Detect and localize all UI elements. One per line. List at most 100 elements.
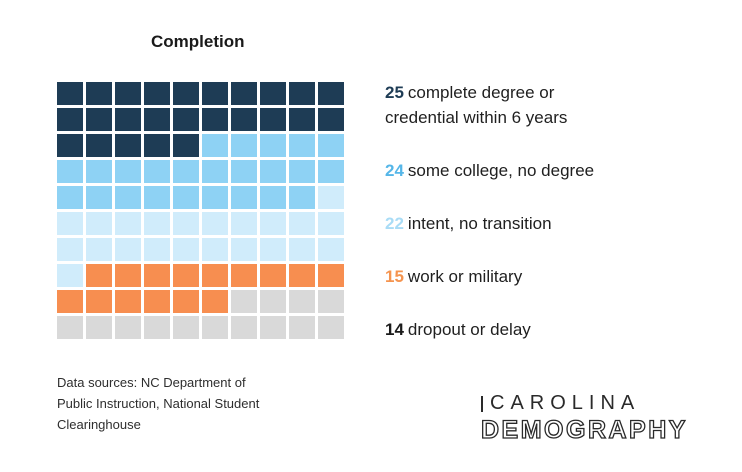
waffle-cell	[57, 290, 83, 313]
waffle-cell	[231, 186, 257, 209]
waffle-cell	[318, 134, 344, 157]
waffle-cell	[318, 212, 344, 235]
waffle-cell	[289, 316, 315, 339]
waffle-cell	[260, 186, 286, 209]
waffle-cell	[231, 264, 257, 287]
waffle-cell	[318, 264, 344, 287]
data-source-note: Data sources: NC Department of Public In…	[57, 372, 259, 435]
legend-value: 15	[385, 267, 404, 286]
carolina-demography-logo: CAROLINA DEMOGRAPHY	[480, 392, 688, 445]
waffle-cell	[115, 212, 141, 235]
waffle-cell	[173, 290, 199, 313]
waffle-cell	[260, 238, 286, 261]
legend-value: 24	[385, 161, 404, 180]
waffle-cell	[86, 82, 112, 105]
waffle-cell	[57, 264, 83, 287]
waffle-cell	[173, 316, 199, 339]
waffle-cell	[173, 212, 199, 235]
legend-value: 22	[385, 214, 404, 233]
legend-label: some college, no degree	[407, 161, 595, 180]
waffle-cell	[173, 108, 199, 131]
waffle-cell	[289, 212, 315, 235]
waffle-cell	[57, 316, 83, 339]
waffle-cell	[115, 108, 141, 131]
legend-label: intent, no transition	[407, 214, 552, 233]
waffle-cell	[260, 134, 286, 157]
waffle-cell	[86, 160, 112, 183]
waffle-cell	[173, 186, 199, 209]
waffle-cell	[86, 290, 112, 313]
waffle-cell	[57, 108, 83, 131]
waffle-cell	[115, 82, 141, 105]
waffle-cell	[202, 134, 228, 157]
waffle-cell	[231, 160, 257, 183]
waffle-cell	[260, 82, 286, 105]
waffle-cell	[57, 238, 83, 261]
waffle-cell	[173, 82, 199, 105]
waffle-cell	[173, 134, 199, 157]
waffle-cell	[318, 160, 344, 183]
waffle-cell	[289, 134, 315, 157]
waffle-cell	[86, 134, 112, 157]
waffle-cell	[289, 108, 315, 131]
waffle-cell	[202, 264, 228, 287]
waffle-cell	[144, 82, 170, 105]
waffle-cell	[86, 316, 112, 339]
waffle-cell	[144, 264, 170, 287]
waffle-cell	[318, 290, 344, 313]
waffle-chart	[57, 82, 344, 339]
waffle-cell	[202, 186, 228, 209]
legend-item-complete: 25 complete degree or credential within 6…	[385, 80, 625, 130]
waffle-cell	[202, 212, 228, 235]
waffle-cell	[260, 290, 286, 313]
waffle-cell	[260, 264, 286, 287]
waffle-cell	[144, 134, 170, 157]
waffle-cell	[144, 186, 170, 209]
waffle-cell	[144, 316, 170, 339]
waffle-cell	[260, 160, 286, 183]
waffle-cell	[202, 108, 228, 131]
data-source-line: Clearinghouse	[57, 417, 141, 432]
waffle-cell	[57, 212, 83, 235]
waffle-cell	[231, 238, 257, 261]
waffle-cell	[144, 238, 170, 261]
waffle-cell	[289, 290, 315, 313]
waffle-cell	[115, 238, 141, 261]
legend-item-intent: 22 intent, no transition	[385, 211, 625, 236]
waffle-cell	[260, 212, 286, 235]
waffle-cell	[318, 186, 344, 209]
waffle-cell	[144, 290, 170, 313]
logo-text-demography: DEMOGRAPHY	[480, 415, 688, 444]
legend-value: 25	[385, 83, 404, 102]
legend-label: dropout or delay	[407, 320, 531, 339]
chart-title: Completion	[151, 32, 245, 51]
waffle-cell	[115, 264, 141, 287]
waffle-cell	[231, 134, 257, 157]
legend-item-work-military: 15 work or military	[385, 264, 625, 289]
data-source-line: Public Instruction, National Student	[57, 396, 260, 411]
waffle-cell	[318, 316, 344, 339]
waffle-cell	[289, 238, 315, 261]
waffle-cell	[202, 316, 228, 339]
waffle-cell	[318, 108, 344, 131]
waffle-cell	[289, 160, 315, 183]
waffle-cell	[231, 316, 257, 339]
waffle-cell	[86, 264, 112, 287]
waffle-cell	[202, 160, 228, 183]
waffle-cell	[86, 186, 112, 209]
waffle-cell	[318, 238, 344, 261]
legend-label: work or military	[407, 267, 523, 286]
logo-text-carolina: CAROLINA	[490, 392, 641, 414]
legend-item-some-college: 24 some college, no degree	[385, 158, 625, 183]
waffle-cell	[231, 108, 257, 131]
waffle-cell	[115, 290, 141, 313]
waffle-cell	[86, 108, 112, 131]
legend-item-dropout: 14 dropout or delay	[385, 317, 625, 342]
waffle-cell	[202, 82, 228, 105]
waffle-cell	[202, 238, 228, 261]
waffle-cell	[289, 82, 315, 105]
waffle-cell	[202, 290, 228, 313]
waffle-cell	[173, 264, 199, 287]
waffle-cell	[289, 186, 315, 209]
